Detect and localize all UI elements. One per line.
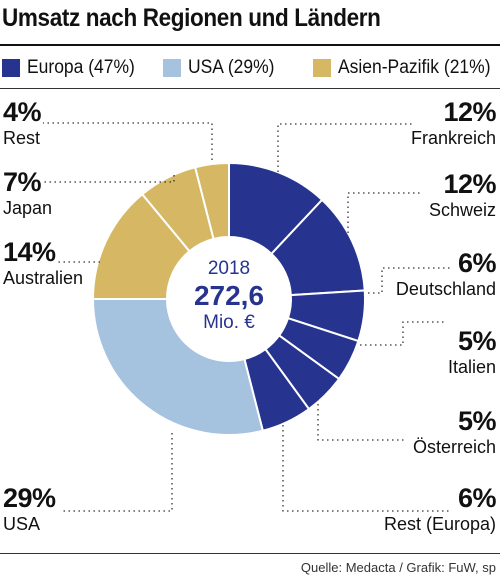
pct-label-rest-europa: 6%: [457, 483, 497, 513]
slice-usa: [91, 298, 265, 436]
center-unit: Mio. €: [203, 312, 255, 333]
legend-swatch-usa: [163, 59, 181, 77]
pct-label-italien: 5%: [457, 326, 497, 356]
legend-label-asien-pazifik: Asien-Pazifik (21%): [338, 57, 491, 78]
data-label-deutschland: 6% Deutschland: [395, 248, 497, 300]
data-label-rest: 4% Rest: [3, 97, 42, 149]
leader-line-rest: [43, 122, 213, 160]
legend-item-usa: USA (29%): [163, 56, 282, 80]
data-label-australien: 14% Australien: [3, 237, 83, 289]
pct-label-rest: 4%: [3, 97, 42, 127]
name-label-australien: Australien: [3, 268, 84, 288]
pct-label-deutschland: 6%: [457, 248, 497, 278]
data-label-oesterreich: 5% Österreich: [412, 406, 497, 458]
name-label-rest-europa: Rest (Europa): [383, 514, 496, 534]
name-label-frankreich: Frankreich: [410, 128, 496, 148]
name-label-usa: USA: [3, 514, 41, 534]
center-total: 272,6: [193, 280, 265, 311]
leader-lines: [43, 122, 452, 512]
leader-line-italien: [360, 321, 447, 346]
slice-rest: [193, 161, 230, 241]
leader-line-rest-europa: [282, 420, 451, 512]
legend-item-asien-pazifik: Asien-Pazifik (21%): [313, 56, 500, 80]
donut-center: 2018 272,6 Mio. €: [170, 257, 288, 335]
leader-line-japan: [44, 175, 175, 183]
pct-label-japan: 7%: [3, 167, 42, 197]
chart-title: Umsatz nach Regionen und Ländern: [2, 4, 381, 32]
name-label-rest: Rest: [3, 128, 41, 148]
leader-line-österreich: [317, 399, 407, 441]
pct-label-schweiz: 12%: [443, 169, 496, 199]
center-year: 2018: [207, 258, 251, 279]
legend-label-europa: Europa (47%): [27, 57, 135, 78]
name-label-oesterreich: Österreich: [412, 437, 496, 457]
pct-label-australien: 14%: [3, 237, 56, 267]
data-label-japan: 7% Japan: [3, 167, 52, 219]
legend-rule: [0, 88, 500, 89]
legend-item-europa: Europa (47%): [2, 56, 144, 80]
name-label-japan: Japan: [3, 198, 53, 218]
donut-slices: [91, 161, 366, 436]
legend-swatch-asien-pazifik: [313, 59, 331, 77]
name-label-deutschland: Deutschland: [395, 279, 496, 299]
leader-line-usa: [60, 433, 173, 512]
leader-line-frankreich: [277, 123, 413, 172]
leader-line-deutschland: [368, 267, 452, 294]
legend-swatch-europa: [2, 59, 20, 77]
pct-label-usa: 29%: [3, 483, 56, 513]
legend-label-usa: USA (29%): [188, 57, 275, 78]
data-label-italien: 5% Italien: [447, 326, 497, 378]
source-note: Quelle: Medacta / Grafik: FuW, sp: [300, 560, 496, 575]
leader-line-schweiz: [347, 192, 420, 238]
name-label-italien: Italien: [447, 357, 496, 377]
data-label-schweiz: 12% Schweiz: [428, 169, 497, 221]
footer-rule: [0, 553, 500, 554]
legend: Europa (47%) USA (29%) Asien-Pazifik (21…: [0, 56, 500, 80]
data-label-frankreich: 12% Frankreich: [410, 97, 497, 149]
pct-label-oesterreich: 5%: [457, 406, 497, 436]
name-label-schweiz: Schweiz: [428, 200, 496, 220]
data-label-usa: 29% USA: [3, 483, 56, 535]
title-rule: [0, 44, 500, 46]
pct-label-frankreich: 12%: [443, 97, 496, 127]
data-label-rest-europa: 6% Rest (Europa): [383, 483, 497, 535]
